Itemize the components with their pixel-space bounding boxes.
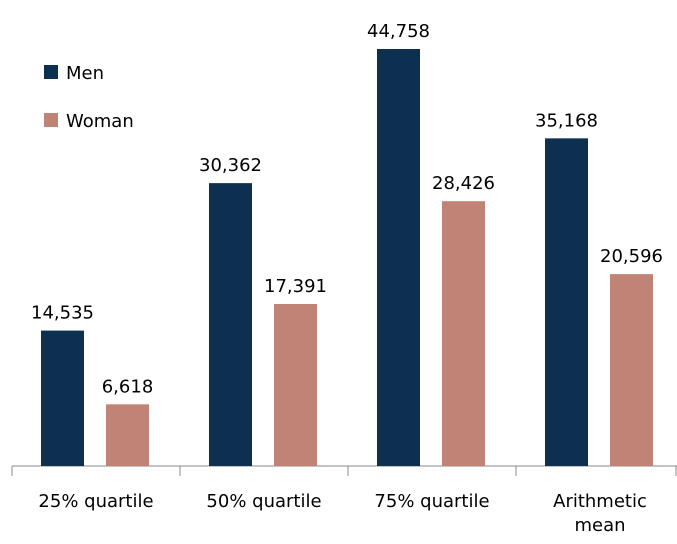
value-label: 44,758 xyxy=(367,21,430,42)
x-tick-label: 50% quartile xyxy=(206,491,322,512)
bar xyxy=(442,201,485,466)
bar xyxy=(610,274,653,466)
value-label: 20,596 xyxy=(600,246,663,267)
bar xyxy=(545,138,588,466)
legend-swatch xyxy=(44,113,58,127)
x-tick-label: 25% quartile xyxy=(38,491,154,512)
value-label: 17,391 xyxy=(264,276,327,297)
bar xyxy=(106,404,149,466)
bar xyxy=(41,330,84,466)
bar xyxy=(377,49,420,466)
bar xyxy=(274,303,317,466)
x-tick-label: Arithmetic mean xyxy=(553,491,647,536)
legend-label: Woman xyxy=(66,111,134,132)
bar xyxy=(209,183,252,467)
x-tick-label: 75% quartile xyxy=(374,491,490,512)
value-label: 14,535 xyxy=(31,303,94,324)
legend-label: Men xyxy=(66,63,104,84)
legend-swatch xyxy=(44,65,58,79)
value-label: 30,362 xyxy=(199,155,262,176)
value-label: 6,618 xyxy=(102,376,154,397)
value-label: 35,168 xyxy=(535,110,598,131)
value-label: 28,426 xyxy=(432,173,495,194)
